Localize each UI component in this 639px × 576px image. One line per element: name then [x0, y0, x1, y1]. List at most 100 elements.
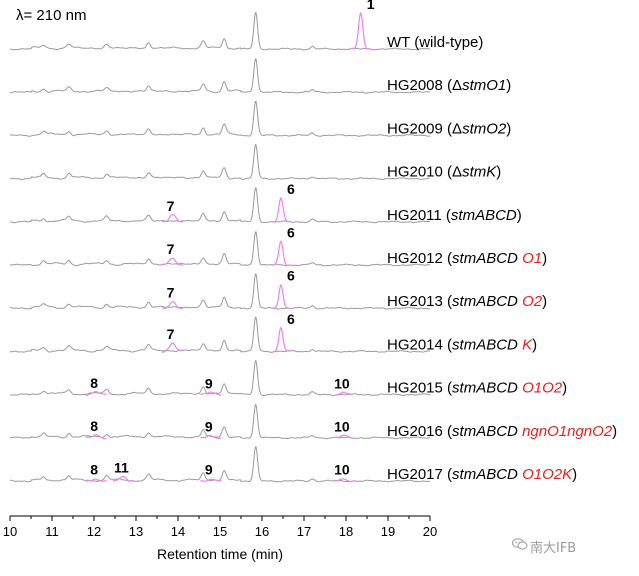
trace-label-10: HG2016 (stmABCD ngnO1ngnO2)	[387, 423, 617, 440]
trace-line	[9, 273, 430, 310]
peak-label-8: 8	[90, 462, 98, 478]
trace-line	[9, 404, 431, 440]
peak-9-highlight	[200, 478, 222, 482]
peak-6-highlight	[270, 326, 292, 353]
trace-label-part: HG2017 (	[387, 466, 452, 483]
peak-1-highlight	[350, 11, 372, 50]
peak-10-highlight	[333, 391, 355, 397]
trace-label-part: ngnO1ngnO2	[522, 423, 613, 440]
trace-line	[9, 446, 430, 483]
trace-2: HG2008 (ΔstmO1)	[10, 58, 511, 94]
peak-7-highlight	[162, 342, 183, 353]
peak-7-highlight	[161, 257, 184, 266]
trace-label-part: stmABCD	[452, 466, 522, 483]
x-tick-label: 12	[87, 524, 101, 539]
trace-label-part: HG2015 (	[387, 380, 452, 397]
trace-label-part: HG2013 (	[387, 293, 452, 310]
trace-label-7: HG2013 (stmABCD O2)	[387, 293, 547, 310]
trace-label-part: stmO1	[462, 77, 506, 94]
peak-8-highlight	[85, 434, 107, 440]
peak-6-highlight	[270, 196, 292, 223]
x-tick-label: 10	[3, 524, 17, 539]
peak-label-6: 6	[287, 268, 295, 284]
x-tick-label: 13	[129, 524, 143, 539]
trace-label-part: O2	[522, 293, 543, 310]
peak-label-11: 11	[114, 459, 129, 475]
x-tick-label: 15	[213, 524, 227, 539]
trace-line	[9, 144, 431, 180]
trace-11: 8 11 9 10 HG2017 (stmABCD O1O2K)	[9, 446, 577, 483]
trace-label-part: O1	[522, 250, 542, 267]
trace-label-part: stmABCD	[452, 423, 522, 440]
trace-label-part: )	[542, 250, 547, 267]
peak-label-7: 7	[167, 326, 175, 342]
peak-label-9: 9	[205, 375, 213, 391]
x-tick-label: 19	[381, 524, 395, 539]
trace-10: 8 9 10 HG2016 (stmABCD ngnO1ngnO2)	[9, 404, 617, 440]
wavelength-label: λ= 210 nm	[16, 7, 86, 24]
trace-label-part: K	[522, 336, 533, 353]
x-tick-label: 16	[255, 524, 269, 539]
trace-label-5: HG2011 (stmABCD)	[387, 207, 522, 224]
peak-label-6: 6	[287, 181, 295, 197]
peak-label-1: 1	[367, 0, 375, 12]
trace-6: 7 6 HG2012 (stmABCD O1)	[9, 224, 547, 267]
trace-label-part: )	[506, 77, 511, 94]
trace-5: 7 6 HG2011 (stmABCD)	[10, 181, 522, 224]
trace-label-part: )	[572, 466, 577, 483]
trace-label-part: stmABCD	[451, 207, 517, 224]
trace-label-part: stmO2	[462, 120, 507, 137]
trace-label-6: HG2012 (stmABCD O1)	[387, 250, 547, 267]
trace-line	[9, 360, 431, 397]
peak-label-9: 9	[205, 462, 213, 478]
peak-label-6: 6	[287, 224, 295, 240]
trace-label-9: HG2015 (stmABCD O1O2)	[387, 380, 567, 397]
trace-label-part: stmABCD	[452, 293, 522, 310]
trace-label-part: HG2012 (	[387, 250, 452, 267]
peak-label-9: 9	[205, 419, 213, 435]
wechat-icon	[512, 538, 528, 550]
peak-label-7: 7	[167, 241, 175, 257]
x-tick-label: 17	[297, 524, 311, 539]
trace-label-11: HG2017 (stmABCD O1O2K)	[387, 466, 577, 483]
trace-label-part: )	[562, 380, 567, 397]
trace-9: 8 9 10 HG2015 (stmABCD O1O2)	[9, 360, 567, 397]
trace-label-part: stmK	[462, 164, 497, 181]
peak-8-highlight	[85, 478, 107, 482]
peak-7-highlight	[161, 301, 183, 310]
peak-8-highlight	[85, 390, 107, 396]
peak-10-highlight	[333, 434, 355, 439]
peak-label-8: 8	[90, 418, 98, 434]
peak-label-7: 7	[167, 284, 175, 300]
trace-label-8: HG2014 (stmABCD K)	[387, 336, 537, 353]
trace-line	[10, 101, 431, 137]
x-tick-label: 11	[45, 524, 59, 539]
peak-9-highlight	[200, 434, 222, 440]
trace-label-1: WT (wild-type)	[387, 34, 483, 51]
trace-line	[9, 12, 430, 51]
trace-label-part: HG2016 (	[387, 423, 452, 440]
trace-label-part: )	[542, 293, 547, 310]
trace-label-2: HG2008 (ΔstmO1)	[387, 77, 511, 94]
trace-label-part: O1O2K	[522, 466, 573, 483]
trace-label-part: stmABCD	[452, 336, 522, 353]
x-axis-title: Retention time (min)	[157, 546, 283, 562]
trace-label-4: HG2010 (ΔstmK)	[387, 164, 501, 181]
peak-11-highlight	[112, 475, 135, 482]
trace-label-part: WT (wild-type)	[387, 34, 483, 51]
trace-label-part: HG2010 (Δ	[387, 164, 462, 181]
peak-10-highlight	[333, 478, 355, 483]
peak-label-10: 10	[334, 419, 350, 435]
trace-label-part: HG2008 (Δ	[387, 77, 462, 94]
peak-label-8: 8	[90, 375, 98, 391]
trace-line	[10, 58, 430, 94]
peak-9-highlight	[200, 391, 222, 396]
peak-7-highlight	[161, 213, 184, 223]
traces-group: 1WT (wild-type)HG2008 (ΔstmO1)HG2009 (Δs…	[9, 0, 617, 483]
trace-label-part: )	[506, 120, 511, 137]
trace-4: HG2010 (ΔstmK)	[9, 144, 501, 181]
trace-label-3: HG2009 (ΔstmO2)	[387, 120, 511, 137]
trace-label-part: HG2009 (Δ	[387, 120, 462, 137]
trace-3: HG2009 (ΔstmO2)	[10, 101, 511, 137]
trace-label-part: stmABCD	[452, 250, 522, 267]
